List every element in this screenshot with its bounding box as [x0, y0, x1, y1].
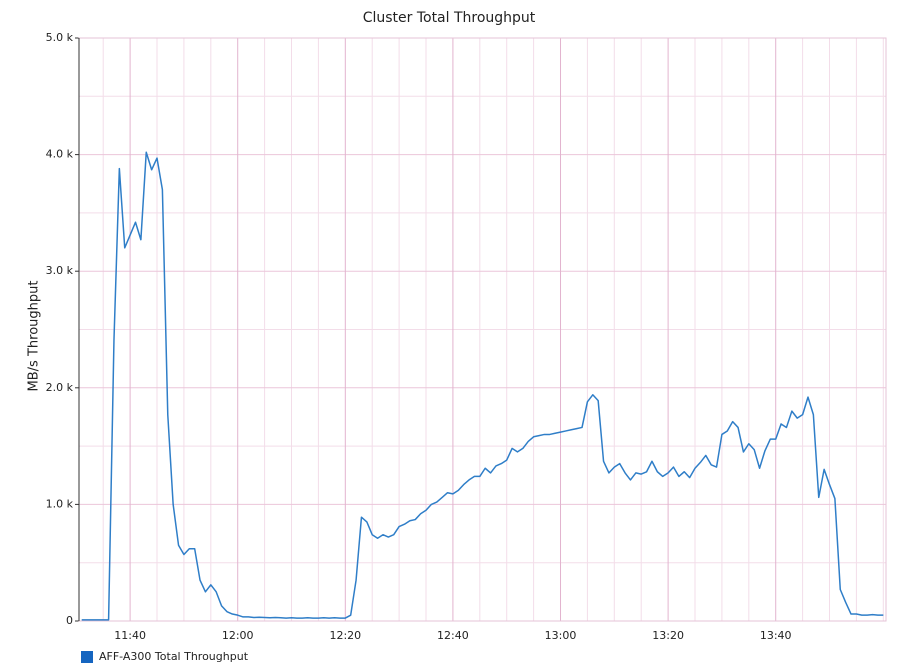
- y-tick-label: 4.0 k: [46, 148, 74, 161]
- x-tick-label: 12:20: [329, 629, 361, 642]
- x-tick-label: 12:00: [222, 629, 254, 642]
- x-tick-label: 13:40: [760, 629, 792, 642]
- y-tick-label: 3.0 k: [46, 264, 74, 277]
- y-tick-label: 2.0 k: [46, 381, 74, 394]
- x-tick-label: 13:00: [545, 629, 577, 642]
- legend-swatch: [81, 651, 93, 663]
- y-tick-label: 1.0 k: [46, 497, 74, 510]
- x-tick-label: 11:40: [114, 629, 146, 642]
- y-tick-label: 0: [66, 614, 73, 627]
- series-line: [81, 151, 884, 621]
- chart-title: Cluster Total Throughput: [363, 10, 536, 26]
- y-tick-label: 5.0 k: [46, 31, 74, 44]
- legend-label: AFF-A300 Total Throughput: [99, 650, 249, 663]
- x-tick-label: 12:40: [437, 629, 469, 642]
- y-axis-label: MB/s Throughput: [27, 281, 42, 392]
- x-tick-label: 13:20: [652, 629, 684, 642]
